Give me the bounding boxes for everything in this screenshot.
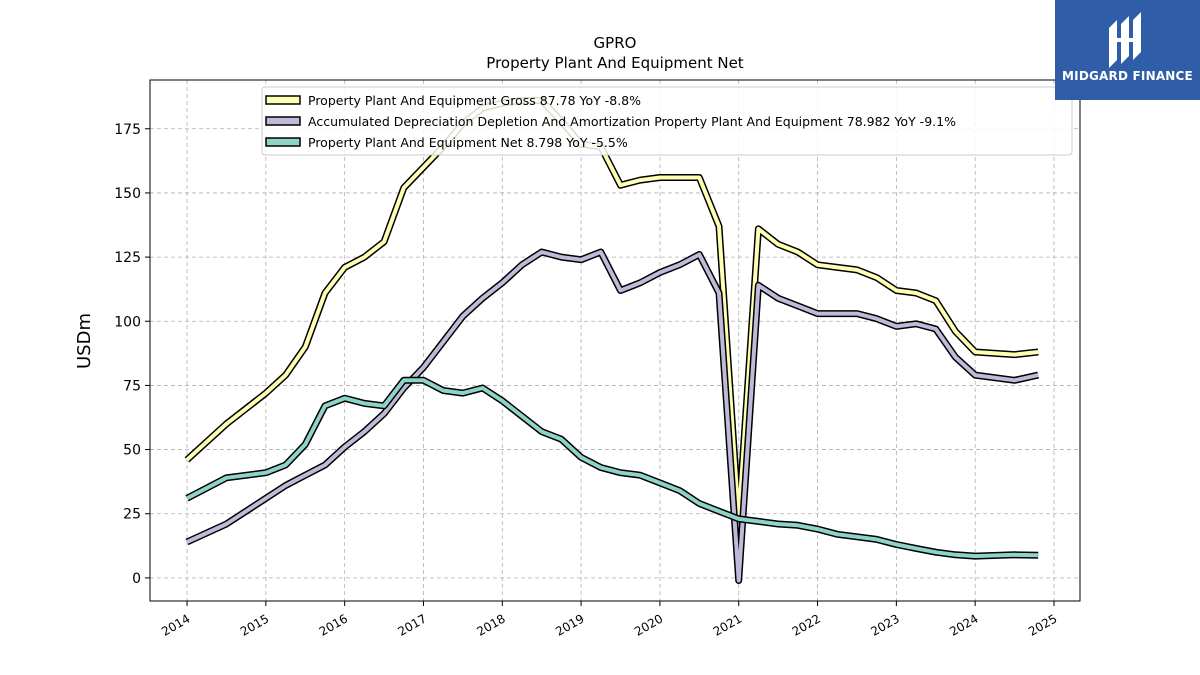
y-tick-label: 150 bbox=[114, 186, 141, 202]
x-tick-label: 2022 bbox=[790, 611, 823, 638]
legend: Property Plant And Equipment Gross 87.78… bbox=[261, 86, 1073, 156]
x-tick-label: 2018 bbox=[474, 611, 507, 638]
legend-label: Accumulated Depreciation Depletion And A… bbox=[308, 114, 956, 129]
x-tick-label: 2020 bbox=[632, 611, 665, 638]
series-line-outline bbox=[184, 97, 1039, 523]
plot-frame bbox=[149, 79, 1081, 602]
legend-swatch bbox=[265, 116, 301, 126]
x-tick-label: 2023 bbox=[868, 611, 901, 638]
x-tick-label: 2015 bbox=[238, 611, 271, 638]
series-line-outline bbox=[185, 248, 1039, 584]
y-axis-label: USDm bbox=[74, 313, 95, 369]
x-tick-label: 2025 bbox=[1026, 611, 1059, 638]
y-tick-label: 100 bbox=[114, 314, 141, 330]
series-line bbox=[186, 250, 1039, 583]
midgard-logo-icon bbox=[1109, 12, 1141, 68]
x-tick-label: 2017 bbox=[396, 611, 429, 638]
x-tick-label: 2016 bbox=[317, 611, 350, 638]
y-tick-label: 50 bbox=[123, 443, 141, 459]
series-line bbox=[186, 378, 1039, 559]
x-tick-label: 2021 bbox=[711, 611, 744, 638]
legend-swatch bbox=[265, 95, 301, 105]
legend-box bbox=[261, 86, 1073, 156]
y-tick-label: 175 bbox=[114, 122, 141, 138]
midgard-logo: MIDGARD FINANCE bbox=[1055, 0, 1200, 100]
legend-label: Property Plant And Equipment Gross 87.78… bbox=[308, 93, 641, 108]
legend-swatch bbox=[265, 137, 301, 147]
logo-wordmark: MIDGARD FINANCE bbox=[1062, 69, 1193, 83]
x-tick-label: 2019 bbox=[553, 611, 586, 638]
y-tick-label: 125 bbox=[114, 250, 141, 266]
chart-title: GPRO bbox=[594, 34, 637, 52]
legend-label: Property Plant And Equipment Net 8.798 Y… bbox=[308, 135, 628, 150]
series-line bbox=[185, 98, 1039, 521]
x-tick-label: 2014 bbox=[159, 611, 192, 638]
axes: 2014 2015 2016 2017 2018 2019 2020 2021 2022 2023… bbox=[114, 122, 1059, 639]
y-tick-label: 25 bbox=[123, 507, 141, 523]
series-layer bbox=[184, 97, 1039, 584]
x-tick-label: 2024 bbox=[947, 611, 980, 638]
y-tick-label: 75 bbox=[123, 378, 141, 394]
y-tick-label: 0 bbox=[132, 571, 141, 587]
chart-subtitle: Property Plant And Equipment Net bbox=[486, 54, 743, 72]
